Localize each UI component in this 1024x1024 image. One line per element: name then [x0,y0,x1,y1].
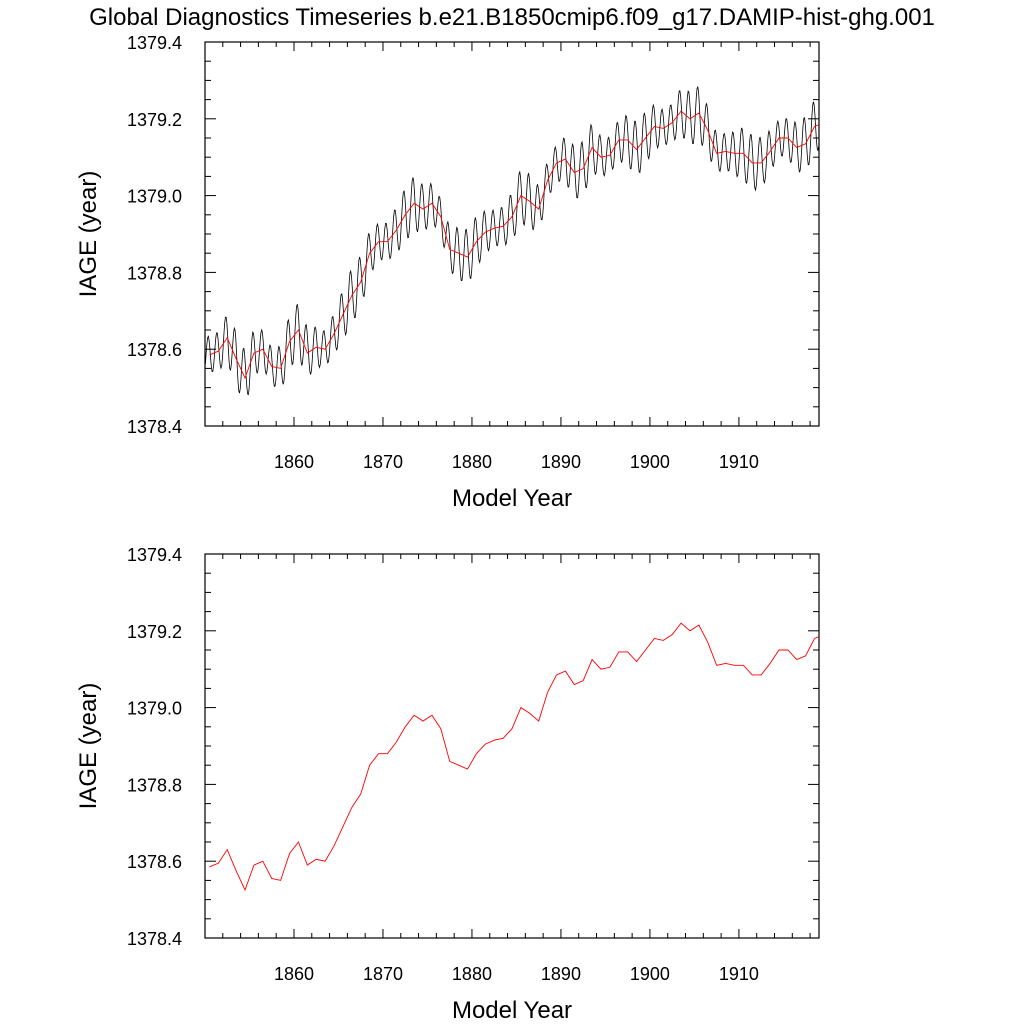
x-axis-label: Model Year [452,997,572,1024]
chart-panel-bottom: 1860 1870 1880 1890 1900 1910 1378.4 1378.6 1378… [75,545,820,1024]
plot-frame [204,41,820,427]
y-tick-label: 1379.0 [127,699,182,719]
annual-mean-series-line [209,622,819,892]
y-tick-label: 1378.6 [127,340,182,360]
y-tick-label: 1379.4 [127,33,182,53]
y-tick-label: 1378.4 [127,929,182,949]
x-tick-label: 1880 [452,964,492,984]
y-axis-label: IAGE (year) [75,683,102,810]
chart-panel-top: 1860 1870 1880 1890 1900 1910 1378.4 1378.6 1378… [75,33,820,512]
y-tick-label: 1379.2 [127,622,182,642]
y-tick-label: 1378.8 [127,263,182,283]
y-axis-label: IAGE (year) [75,171,102,298]
x-tick-label: 1910 [719,452,759,472]
y-tick-label: 1378.6 [127,852,182,872]
monthly-series-line [205,86,819,396]
y-tick-label: 1378.4 [127,417,182,437]
x-tick-label: 1860 [274,964,314,984]
figure-title: Global Diagnostics Timeseries b.e21.B185… [89,4,935,31]
x-tick-label: 1870 [363,964,403,984]
y-tick-label: 1379.2 [127,110,182,130]
x-tick-label: 1890 [541,452,581,472]
annual-mean-series-line [209,110,819,380]
x-tick-label: 1860 [274,452,314,472]
x-tick-label: 1910 [719,964,759,984]
x-tick-label: 1900 [630,964,670,984]
x-tick-label: 1890 [541,964,581,984]
y-tick-label: 1379.0 [127,187,182,207]
x-axis-label: Model Year [452,485,572,512]
x-tick-label: 1900 [630,452,670,472]
x-tick-label: 1870 [363,452,403,472]
y-tick-label: 1379.4 [127,545,182,565]
plot-frame [204,553,820,939]
x-tick-label: 1880 [452,452,492,472]
y-tick-label: 1378.8 [127,775,182,795]
